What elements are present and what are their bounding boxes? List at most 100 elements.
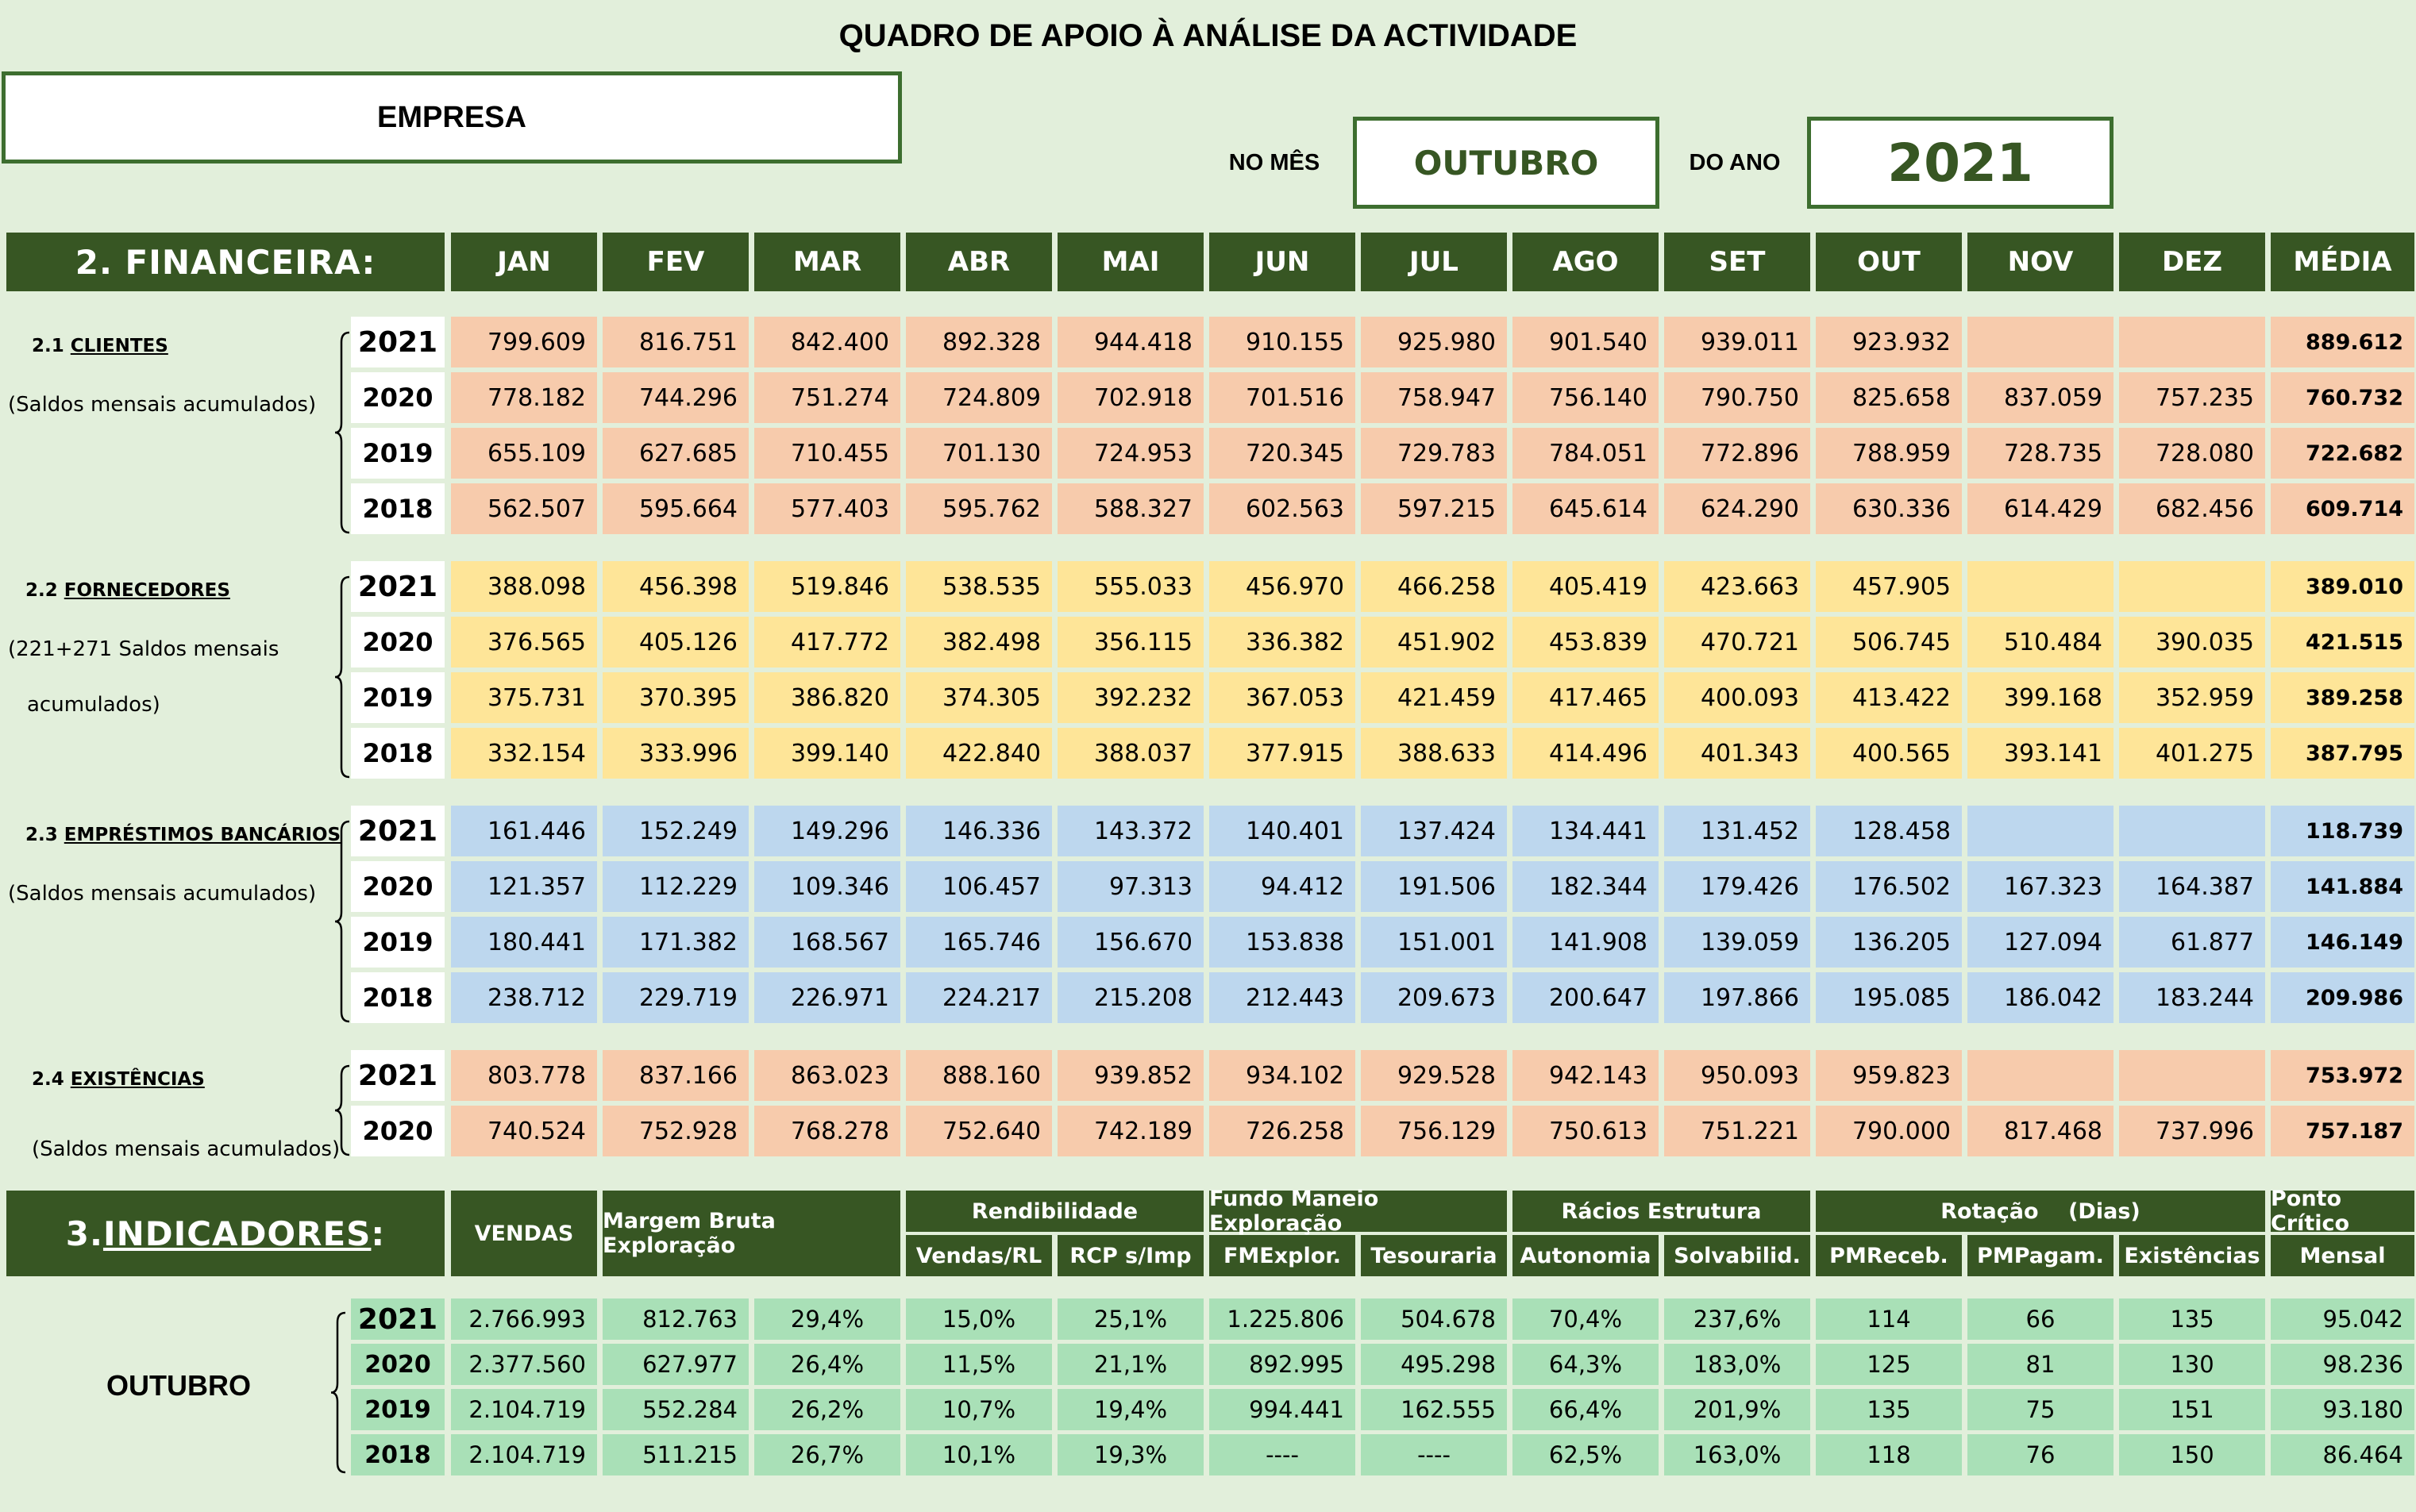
value-cell[interactable]: 336.382 — [1209, 617, 1355, 668]
value-cell[interactable]: 374.305 — [906, 672, 1052, 723]
value-cell[interactable]: 737.996 — [2119, 1106, 2265, 1156]
value-cell[interactable]: 413.422 — [1816, 672, 1962, 723]
value-cell[interactable]: 614.429 — [1967, 483, 2114, 534]
value-cell[interactable]: 751.221 — [1664, 1106, 1810, 1156]
value-cell[interactable]: 842.400 — [754, 317, 900, 367]
indicator-fm-cell[interactable]: 892.995 — [1209, 1344, 1355, 1385]
value-cell[interactable]: 744.296 — [603, 372, 749, 423]
avg-cell[interactable]: 889.612 — [2271, 317, 2414, 367]
indicator-ponto-cell[interactable]: 86.464 — [2271, 1434, 2414, 1475]
indicator-pmr-cell[interactable]: 118 — [1816, 1434, 1962, 1475]
value-cell[interactable]: 375.731 — [451, 672, 597, 723]
indicator-pmr-cell[interactable]: 114 — [1816, 1298, 1962, 1340]
value-cell[interactable] — [1967, 317, 2114, 367]
value-cell[interactable]: 388.633 — [1361, 728, 1507, 779]
value-cell[interactable]: 377.915 — [1209, 728, 1355, 779]
indicator-margem-pct-cell[interactable]: 26,2% — [754, 1389, 900, 1430]
value-cell[interactable]: 167.323 — [1967, 861, 2114, 912]
value-cell[interactable]: 597.215 — [1361, 483, 1507, 534]
value-cell[interactable]: 451.902 — [1361, 617, 1507, 668]
value-cell[interactable]: 929.528 — [1361, 1050, 1507, 1101]
value-cell[interactable]: 168.567 — [754, 917, 900, 968]
value-cell[interactable]: 728.080 — [2119, 428, 2265, 479]
value-cell[interactable]: 421.459 — [1361, 672, 1507, 723]
indicator-exist-cell[interactable]: 150 — [2119, 1434, 2265, 1475]
indicator-solv-cell[interactable]: 183,0% — [1664, 1344, 1810, 1385]
value-cell[interactable]: 151.001 — [1361, 917, 1507, 968]
value-cell[interactable]: 837.059 — [1967, 372, 2114, 423]
indicator-margem-cell[interactable]: 812.763 — [603, 1298, 749, 1340]
value-cell[interactable]: 595.762 — [906, 483, 1052, 534]
value-cell[interactable]: 423.663 — [1664, 561, 1810, 612]
value-cell[interactable]: 183.244 — [2119, 972, 2265, 1023]
value-cell[interactable]: 370.395 — [603, 672, 749, 723]
value-cell[interactable]: 742.189 — [1058, 1106, 1204, 1156]
value-cell[interactable]: 888.160 — [906, 1050, 1052, 1101]
indicator-ponto-cell[interactable]: 95.042 — [2271, 1298, 2414, 1340]
avg-cell[interactable]: 753.972 — [2271, 1050, 2414, 1101]
value-cell[interactable]: 128.458 — [1816, 806, 1962, 856]
value-cell[interactable]: 724.809 — [906, 372, 1052, 423]
value-cell[interactable]: 562.507 — [451, 483, 597, 534]
indicator-pmp-cell[interactable]: 76 — [1967, 1434, 2114, 1475]
value-cell[interactable]: 751.274 — [754, 372, 900, 423]
avg-cell[interactable]: 609.714 — [2271, 483, 2414, 534]
value-cell[interactable]: 176.502 — [1816, 861, 1962, 912]
value-cell[interactable]: 750.613 — [1512, 1106, 1659, 1156]
indicator-vendas-rl-cell[interactable]: 10,7% — [906, 1389, 1052, 1430]
indicator-vendas-cell[interactable]: 2.377.560 — [451, 1344, 597, 1385]
value-cell[interactable]: 136.205 — [1816, 917, 1962, 968]
value-cell[interactable]: 701.516 — [1209, 372, 1355, 423]
value-cell[interactable]: 790.750 — [1664, 372, 1810, 423]
value-cell[interactable]: 752.928 — [603, 1106, 749, 1156]
avg-cell[interactable]: 389.258 — [2271, 672, 2414, 723]
value-cell[interactable]: 588.327 — [1058, 483, 1204, 534]
indicator-ponto-cell[interactable]: 93.180 — [2271, 1389, 2414, 1430]
indicator-vendas-cell[interactable]: 2.766.993 — [451, 1298, 597, 1340]
indicator-rcp-cell[interactable]: 21,1% — [1058, 1344, 1204, 1385]
value-cell[interactable]: 134.441 — [1512, 806, 1659, 856]
indicator-vendas-rl-cell[interactable]: 11,5% — [906, 1344, 1052, 1385]
value-cell[interactable]: 141.908 — [1512, 917, 1659, 968]
value-cell[interactable]: 630.336 — [1816, 483, 1962, 534]
value-cell[interactable]: 137.424 — [1361, 806, 1507, 856]
value-cell[interactable]: 944.418 — [1058, 317, 1204, 367]
value-cell[interactable]: 392.232 — [1058, 672, 1204, 723]
value-cell[interactable]: 212.443 — [1209, 972, 1355, 1023]
value-cell[interactable]: 127.094 — [1967, 917, 2114, 968]
value-cell[interactable]: 405.419 — [1512, 561, 1659, 612]
value-cell[interactable]: 457.905 — [1816, 561, 1962, 612]
value-cell[interactable] — [2119, 317, 2265, 367]
value-cell[interactable]: 757.235 — [2119, 372, 2265, 423]
value-cell[interactable]: 456.398 — [603, 561, 749, 612]
value-cell[interactable]: 790.000 — [1816, 1106, 1962, 1156]
avg-cell[interactable]: 387.795 — [2271, 728, 2414, 779]
value-cell[interactable]: 892.328 — [906, 317, 1052, 367]
value-cell[interactable]: 94.412 — [1209, 861, 1355, 912]
value-cell[interactable]: 367.053 — [1209, 672, 1355, 723]
value-cell[interactable]: 200.647 — [1512, 972, 1659, 1023]
value-cell[interactable]: 352.959 — [2119, 672, 2265, 723]
avg-cell[interactable]: 757.187 — [2271, 1106, 2414, 1156]
value-cell[interactable]: 758.947 — [1361, 372, 1507, 423]
indicator-vendas-rl-cell[interactable]: 15,0% — [906, 1298, 1052, 1340]
value-cell[interactable]: 817.468 — [1967, 1106, 2114, 1156]
value-cell[interactable]: 121.357 — [451, 861, 597, 912]
month-field[interactable]: OUTUBRO — [1353, 117, 1659, 209]
value-cell[interactable]: 422.840 — [906, 728, 1052, 779]
value-cell[interactable]: 538.535 — [906, 561, 1052, 612]
value-cell[interactable]: 466.258 — [1361, 561, 1507, 612]
value-cell[interactable]: 456.970 — [1209, 561, 1355, 612]
value-cell[interactable]: 470.721 — [1664, 617, 1810, 668]
indicator-exist-cell[interactable]: 130 — [2119, 1344, 2265, 1385]
value-cell[interactable]: 152.249 — [603, 806, 749, 856]
indicator-aut-cell[interactable]: 66,4% — [1512, 1389, 1659, 1430]
value-cell[interactable]: 752.640 — [906, 1106, 1052, 1156]
value-cell[interactable] — [1967, 561, 2114, 612]
value-cell[interactable]: 577.403 — [754, 483, 900, 534]
value-cell[interactable]: 942.143 — [1512, 1050, 1659, 1101]
value-cell[interactable]: 209.673 — [1361, 972, 1507, 1023]
value-cell[interactable]: 109.346 — [754, 861, 900, 912]
value-cell[interactable]: 837.166 — [603, 1050, 749, 1101]
indicator-margem-pct-cell[interactable]: 26,7% — [754, 1434, 900, 1475]
